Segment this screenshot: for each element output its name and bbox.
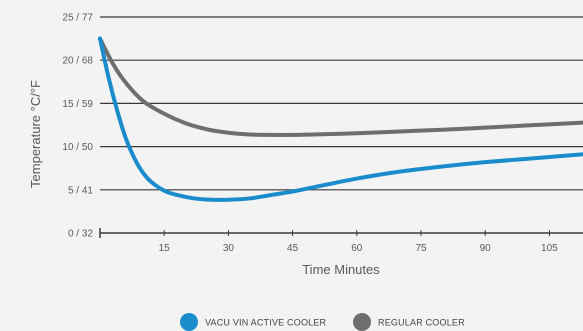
y-tick-label: 15 / 59 <box>62 99 93 110</box>
y-tick-label: 0 / 32 <box>68 229 93 240</box>
x-tick-label: 75 <box>415 243 427 254</box>
x-tick-label: 60 <box>351 243 363 254</box>
legend-label: VACU VIN ACTIVE COOLER <box>205 318 327 328</box>
series-lines <box>98 36 583 202</box>
legend-item-active-cooler: VACU VIN ACTIVE COOLER <box>180 313 327 331</box>
x-tick-label: 90 <box>480 243 492 254</box>
legend-label: REGULAR COOLER <box>378 318 465 328</box>
series-line-1 <box>98 36 583 137</box>
x-axis: 153045607590105120 <box>99 228 583 254</box>
x-tick-label: 30 <box>223 243 235 254</box>
y-tick-label: 5 / 41 <box>68 185 93 196</box>
legend-swatch <box>180 313 198 331</box>
x-axis-title: Time Minutes <box>302 262 380 277</box>
x-tick-label: 15 <box>159 243 171 254</box>
legend-swatch <box>353 313 371 331</box>
y-tick-label: 25 / 77 <box>62 13 93 24</box>
y-axis-ticks: 0 / 32 5 / 41 10 / 50 15 / 59 20 / 68 25 / 77 <box>62 13 93 240</box>
legend: VACU VIN ACTIVE COOLER REGULAR COOLER <box>180 313 465 331</box>
y-tick-label: 10 / 50 <box>62 142 93 153</box>
legend-item-regular-cooler: REGULAR COOLER <box>353 313 465 331</box>
y-tick-label: 20 / 68 <box>62 56 93 67</box>
x-tick-label: 45 <box>287 243 299 254</box>
x-tick-label: 105 <box>541 243 558 254</box>
grid-lines <box>100 16 583 191</box>
series-line-0 <box>98 36 583 202</box>
y-axis-title: Temperature °C/°F <box>28 80 43 188</box>
